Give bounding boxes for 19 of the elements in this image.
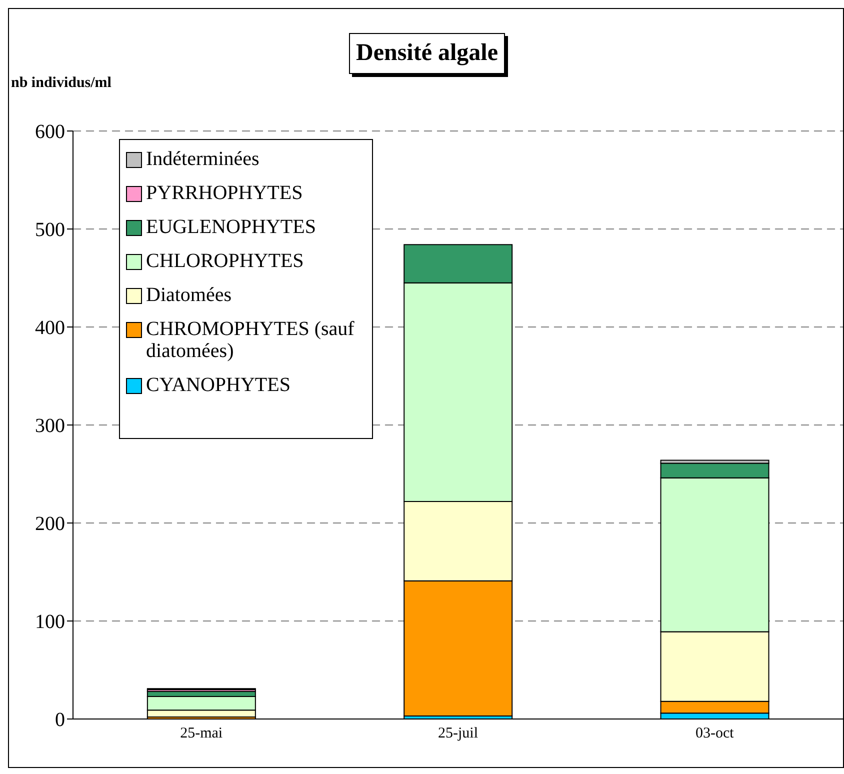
legend-label: PYRRHOPHYTES xyxy=(146,182,303,204)
y-tick-label: 200 xyxy=(35,513,65,536)
y-tick-label: 300 xyxy=(35,415,65,438)
x-tick-label: 25-juil xyxy=(438,726,478,742)
y-tick-label: 0 xyxy=(55,709,65,732)
legend-label: Diatomées xyxy=(146,284,232,306)
legend-label: CHROMOPHYTES (sauf diatomées) xyxy=(146,318,356,362)
x-tick-label: 25-mai xyxy=(180,726,223,742)
y-tick-label: 500 xyxy=(35,219,65,242)
legend-label: EUGLENOPHYTES xyxy=(146,216,316,238)
chart-title: Densité algale xyxy=(349,33,505,74)
x-tick-label: 03-oct xyxy=(696,726,735,742)
y-axis-title: nb individus/ml xyxy=(11,75,112,92)
y-tick-label: 400 xyxy=(35,317,65,340)
y-tick-label: 600 xyxy=(35,121,65,144)
legend-label: CYANOPHYTES xyxy=(146,374,290,396)
y-tick-label: 100 xyxy=(35,611,65,634)
legend-label: Indéterminées xyxy=(146,148,260,170)
legend-label: CHLOROPHYTES xyxy=(146,250,304,272)
